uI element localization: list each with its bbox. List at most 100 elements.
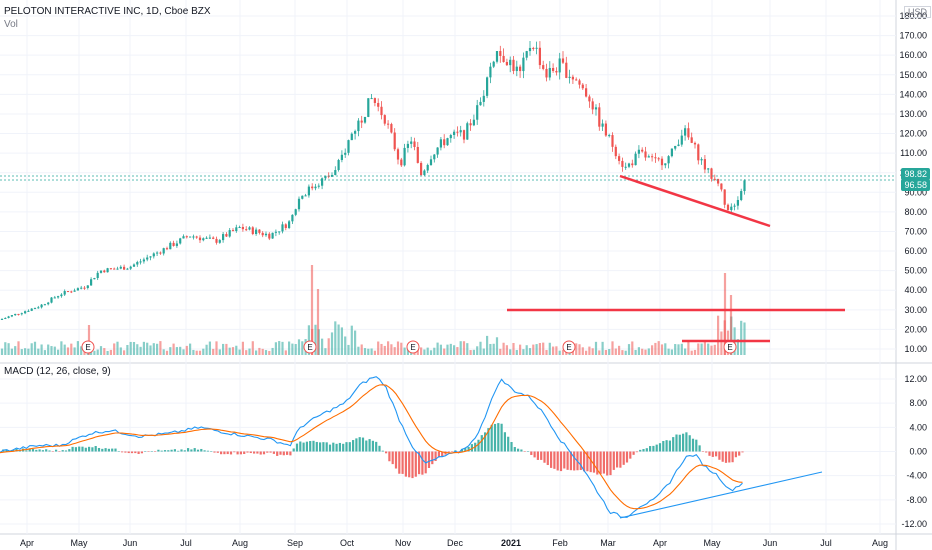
candle-body	[482, 95, 485, 102]
candle-body	[410, 141, 413, 144]
earnings-marker-label: E	[307, 343, 312, 352]
x-tick-label: Mar	[600, 538, 616, 548]
volume-bar	[482, 348, 485, 355]
macd-histogram-bar	[599, 451, 602, 475]
volume-bar	[433, 347, 436, 355]
macd-histogram-bar	[163, 450, 167, 452]
volume-bar	[241, 341, 244, 355]
candle-body	[594, 107, 598, 110]
volume-bar	[324, 348, 327, 355]
candle-body	[37, 307, 40, 309]
macd-histogram-bar	[154, 451, 157, 452]
volume-bar	[654, 342, 657, 355]
candle-body	[255, 229, 258, 234]
candle-body	[608, 135, 611, 137]
macd-histogram-bar	[61, 450, 64, 452]
candle-body	[400, 159, 403, 166]
x-tick-label: Jul	[180, 538, 192, 548]
candle-body	[334, 170, 337, 175]
price-tick-label: 50.00	[904, 266, 927, 276]
candle-body	[73, 290, 76, 292]
macd-histogram-bar	[84, 447, 87, 452]
macd-histogram-bar	[695, 439, 698, 452]
macd-histogram-bar	[173, 449, 176, 452]
macd-histogram-bar	[295, 443, 299, 452]
candle-body	[542, 65, 545, 69]
macd-histogram-bar	[493, 423, 497, 452]
macd-histogram-bar	[279, 451, 282, 455]
volume-bar	[284, 350, 287, 355]
volume-spike	[723, 273, 727, 355]
volume-bar	[27, 348, 30, 355]
candle-body	[697, 144, 700, 161]
macd-histogram-bar	[130, 451, 134, 454]
macd-histogram-bar	[477, 439, 480, 452]
candle-body	[198, 237, 202, 241]
candle-body	[406, 143, 409, 148]
volume-bar	[228, 347, 231, 355]
candle-body	[245, 229, 248, 231]
macd-histogram-bar	[256, 451, 259, 454]
currency-badge[interactable]: USD	[904, 6, 932, 18]
macd-histogram-bar	[368, 439, 371, 452]
macd-histogram-bar	[78, 446, 81, 452]
macd-histogram-bar	[427, 451, 431, 468]
macd-histogram-bar	[484, 432, 487, 452]
volume-bar	[53, 346, 56, 355]
macd-histogram-bar	[546, 451, 549, 466]
macd-histogram-bar	[718, 451, 721, 460]
volume-bar	[578, 344, 581, 355]
macd-histogram-bar	[160, 450, 163, 452]
volume-bar	[70, 343, 73, 355]
candle-body	[453, 131, 456, 136]
macd-histogram-bar	[543, 451, 546, 463]
macd-histogram-bar	[559, 451, 563, 472]
volume-bar	[119, 347, 122, 355]
candle-body	[99, 270, 103, 273]
candle-body	[172, 242, 175, 246]
volume-bar	[373, 350, 376, 355]
price-tick-label: 140.00	[899, 89, 927, 99]
volume-bar	[179, 346, 182, 355]
macd-histogram-bar	[91, 447, 94, 452]
macd-histogram-bar	[665, 440, 668, 452]
candle-body	[129, 266, 132, 269]
macd-histogram-bar	[68, 449, 71, 452]
volume-bar	[116, 341, 119, 355]
macd-histogram-bar	[619, 451, 622, 468]
macd-histogram-bar	[645, 448, 648, 452]
volume-bar	[37, 348, 40, 355]
candle-body	[139, 261, 142, 263]
candle-body	[192, 236, 195, 238]
candle-body	[634, 153, 637, 166]
volume-bar	[142, 341, 145, 355]
candle-body	[743, 180, 746, 192]
volume-bar	[707, 343, 710, 355]
candle-body	[647, 156, 650, 158]
candle-body	[189, 236, 192, 238]
macd-histogram-bar	[404, 451, 407, 477]
volume-bar	[14, 346, 17, 355]
macd-histogram-bar	[180, 449, 183, 452]
volume-bar	[387, 341, 390, 355]
macd-histogram-bar	[262, 451, 266, 455]
macd-histogram-bar	[114, 448, 117, 452]
candle-body	[354, 131, 357, 134]
volume-bar	[10, 348, 13, 355]
candle-body	[271, 232, 274, 239]
macd-histogram-bar	[243, 451, 246, 454]
volume-bar	[43, 350, 46, 355]
x-tick-label: May	[703, 538, 721, 548]
macd-histogram-bar	[398, 451, 401, 474]
volume-bar	[192, 349, 195, 355]
volume-bar	[618, 345, 621, 355]
macd-histogram-bar	[305, 441, 308, 452]
volume-bar	[429, 350, 433, 355]
macd-histogram-bar	[25, 450, 28, 452]
volume-bar	[594, 341, 598, 355]
volume-bar	[456, 347, 459, 355]
price-tick-label: 180.00	[899, 11, 927, 21]
macd-histogram-bar	[533, 451, 536, 458]
earnings-marker	[303, 340, 317, 354]
